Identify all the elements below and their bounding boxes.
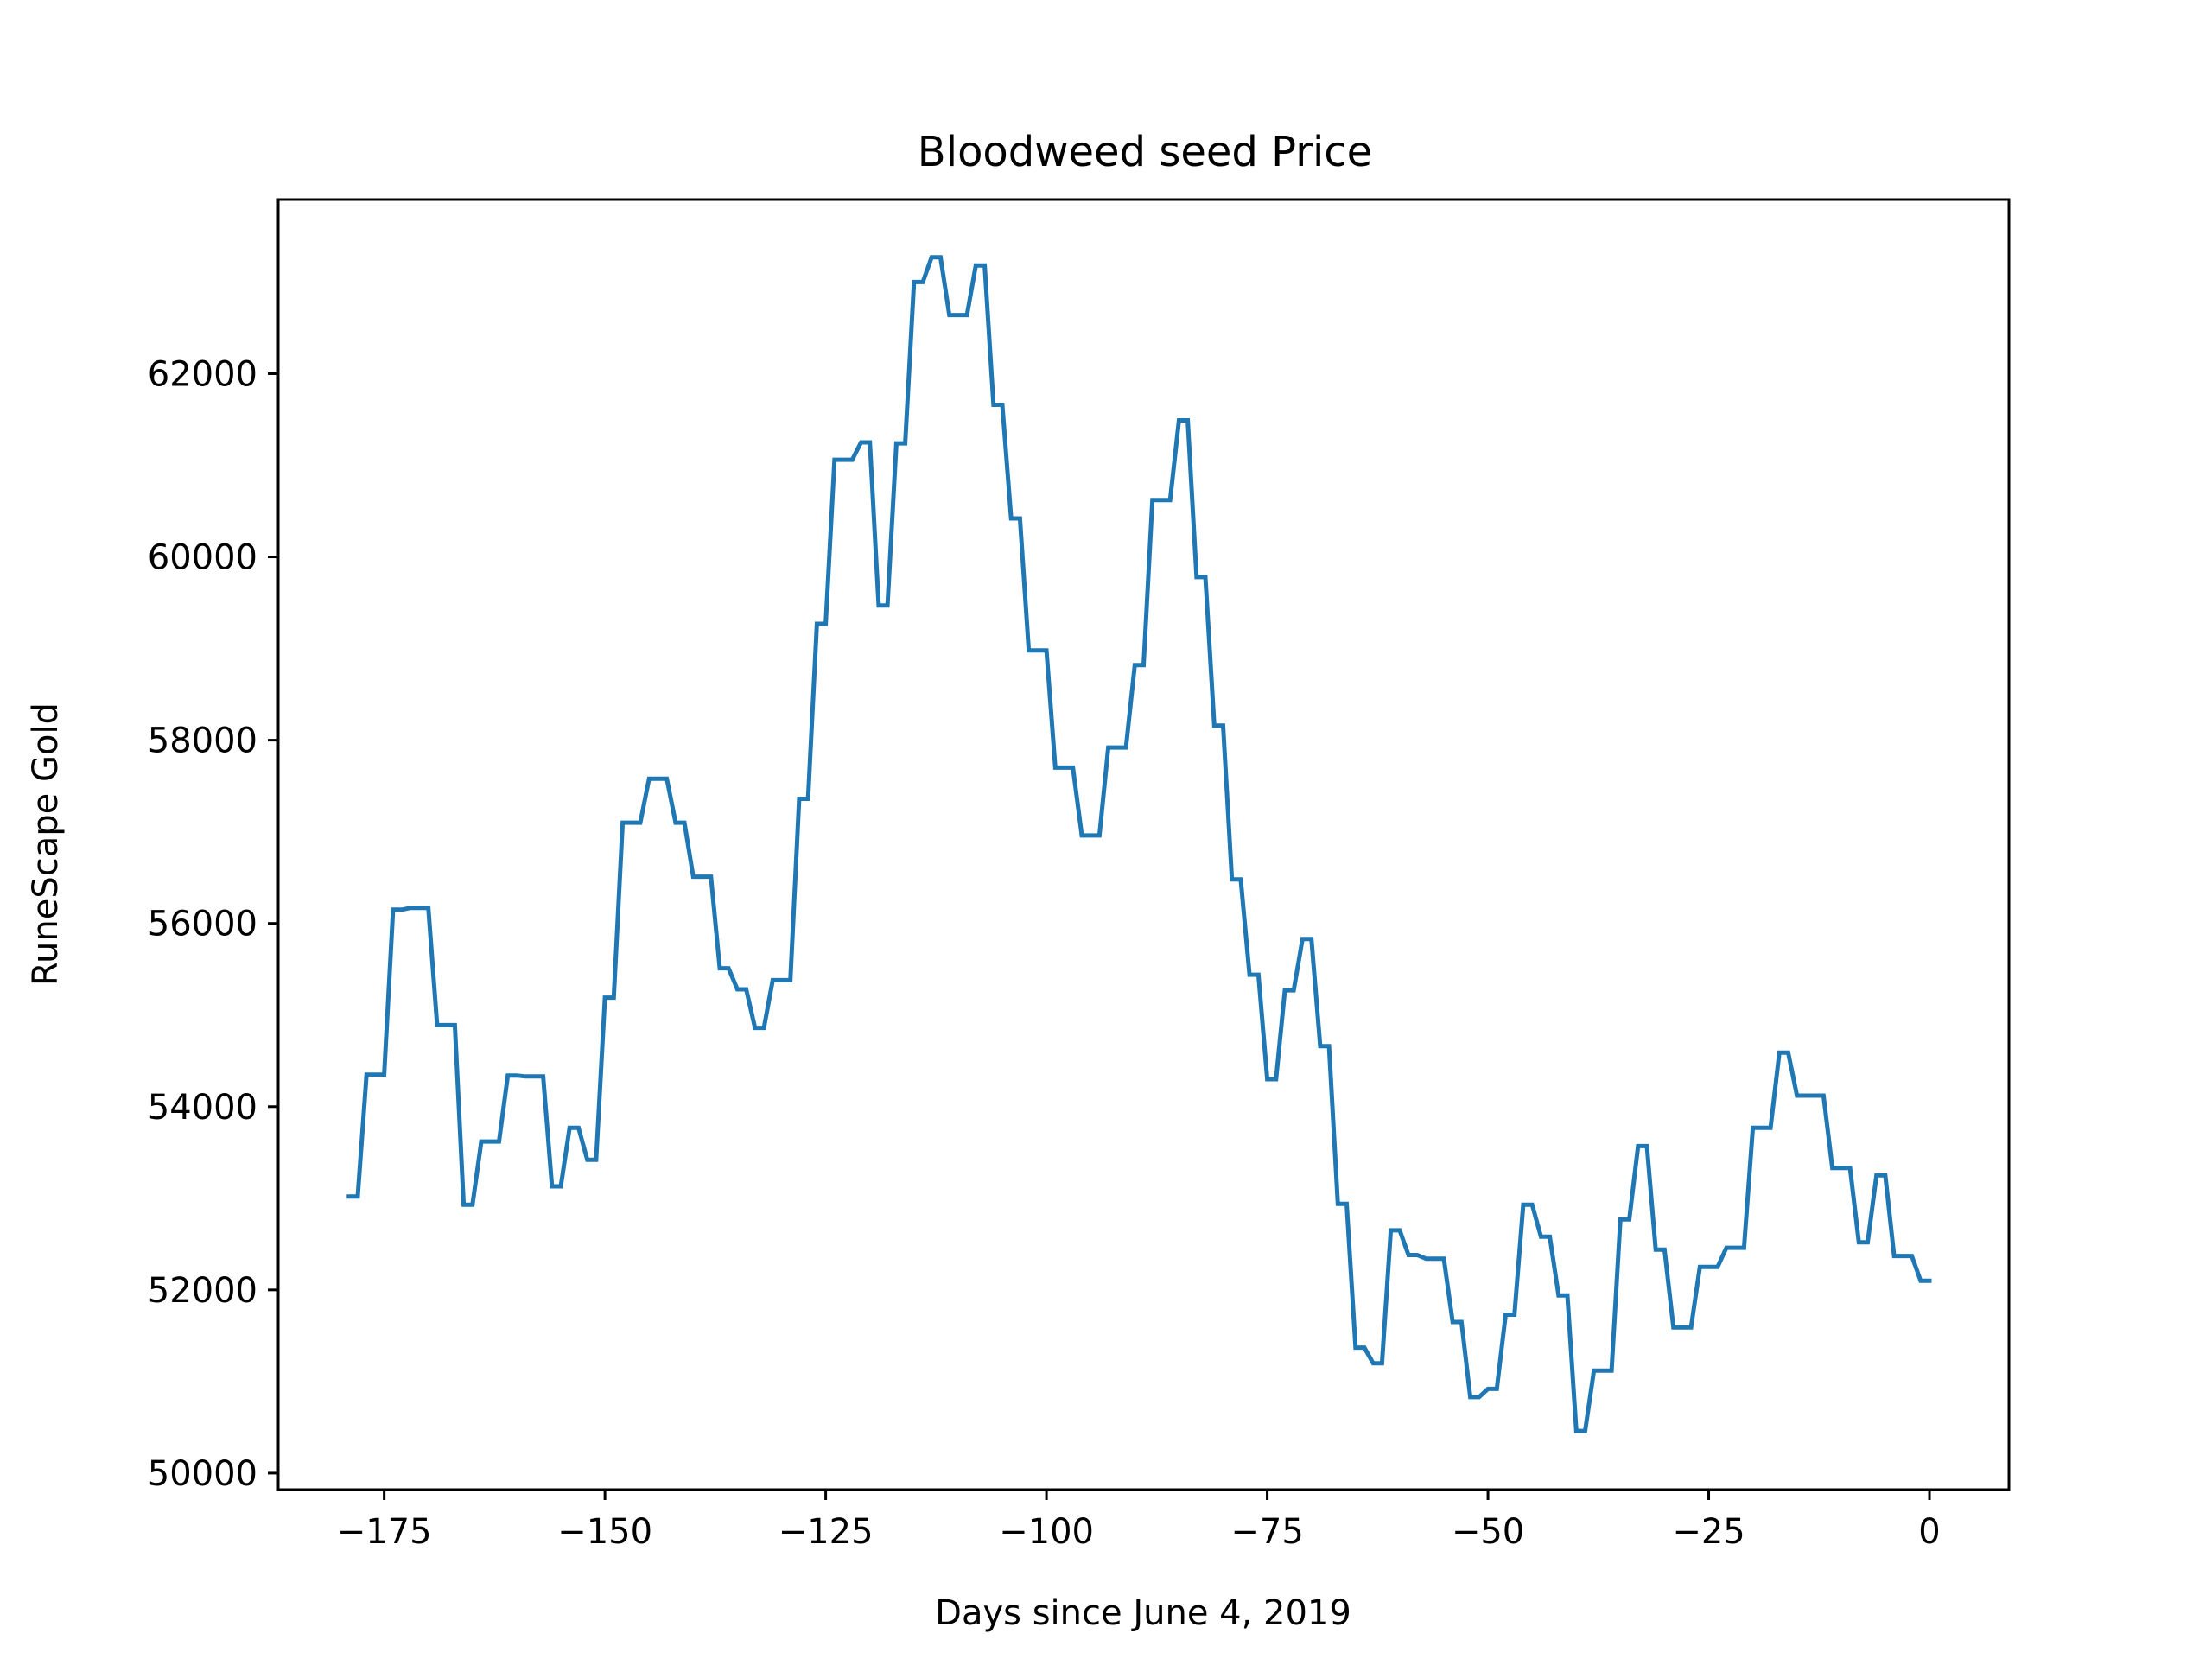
x-tick-label: 0 [1918, 1512, 1940, 1552]
y-tick-label: 54000 [148, 1088, 257, 1128]
y-axis-label: RuneScape Gold [26, 702, 66, 986]
y-tick-label: 56000 [148, 905, 257, 944]
x-tick-label: −50 [1452, 1512, 1524, 1552]
x-tick-label: −125 [779, 1512, 874, 1552]
y-tick-label: 62000 [148, 354, 257, 394]
y-tick-label: 52000 [148, 1271, 257, 1311]
x-axis-label: Days since June 4, 2019 [935, 1593, 1351, 1633]
x-tick-label: −100 [999, 1512, 1094, 1552]
y-tick-label: 50000 [148, 1454, 257, 1494]
x-axis-ticks: −175 −150 −125 −100 −75 −50 −25 0 [337, 1490, 1941, 1552]
x-tick-label: −175 [337, 1512, 432, 1552]
x-tick-label: −75 [1230, 1512, 1303, 1552]
x-tick-label: −25 [1672, 1512, 1745, 1552]
chart-title: Bloodweed seed Price [918, 128, 1372, 176]
y-tick-label: 60000 [148, 538, 257, 578]
y-axis-ticks: 50000 52000 54000 56000 58000 60000 62000 [148, 354, 278, 1494]
y-tick-label: 58000 [148, 721, 257, 761]
price-series-line [346, 255, 1932, 1433]
plot-area-frame [276, 198, 2011, 1491]
x-tick-label: −150 [557, 1512, 652, 1552]
